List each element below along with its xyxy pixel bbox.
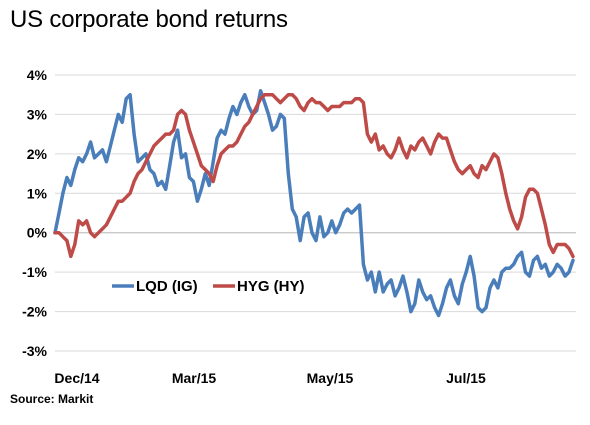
y-tick-label: -2% (22, 304, 47, 320)
x-axis-ticks: Dec/14 Mar/15 May/15 Jul/15 (54, 370, 486, 386)
y-tick-label: -3% (22, 343, 47, 359)
y-tick-label: 1% (27, 185, 48, 201)
series-line-lqd (53, 89, 575, 318)
grid-lines (55, 74, 576, 352)
y-tick-label: 4% (27, 67, 48, 83)
legend-label: LQD (IG) (136, 278, 198, 295)
x-tick-label: Mar/15 (172, 370, 217, 386)
y-tick-label: -1% (22, 264, 47, 280)
x-tick-label: Jul/15 (446, 370, 486, 386)
y-tick-label: 2% (27, 146, 48, 162)
x-tick-label: May/15 (307, 370, 354, 386)
x-tick-label: Dec/14 (54, 370, 99, 386)
y-axis-ticks: 4% 3% 2% 1% 0% -1% -2% -3% (22, 67, 47, 359)
series-lines (53, 89, 575, 318)
source-note: Source: Markit (10, 392, 94, 406)
legend: LQD (IG) HYG (HY) (112, 278, 305, 295)
chart-title: US corporate bond returns (10, 6, 288, 33)
legend-label: HYG (HY) (237, 278, 305, 295)
series-line-hyg (53, 92, 575, 259)
y-tick-label: 3% (27, 106, 48, 122)
y-tick-label: 0% (27, 225, 48, 241)
